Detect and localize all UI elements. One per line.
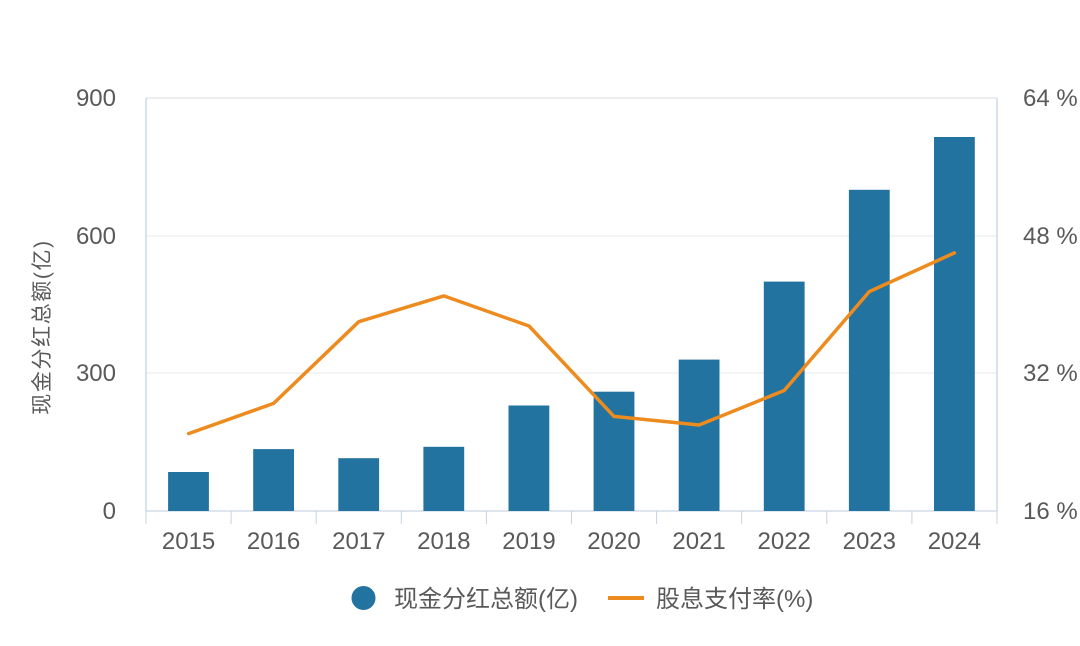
svg-text:现金分红总额(亿): 现金分红总额(亿)	[31, 239, 54, 414]
svg-text:2020: 2020	[587, 528, 640, 555]
svg-text:0: 0	[103, 498, 116, 525]
svg-text:300: 300	[76, 360, 116, 387]
svg-text:2018: 2018	[417, 528, 470, 555]
svg-text:2023: 2023	[843, 528, 896, 555]
svg-text:现金分红总额(亿): 现金分红总额(亿)	[394, 586, 578, 613]
svg-text:32 %: 32 %	[1023, 360, 1078, 387]
svg-text:600: 600	[76, 223, 116, 250]
svg-text:2015: 2015	[162, 528, 215, 555]
svg-text:2019: 2019	[502, 528, 555, 555]
svg-text:64 %: 64 %	[1023, 85, 1078, 112]
svg-text:900: 900	[76, 85, 116, 112]
svg-text:16 %: 16 %	[1023, 498, 1078, 525]
svg-text:2017: 2017	[332, 528, 385, 555]
svg-text:2022: 2022	[758, 528, 811, 555]
svg-text:股息支付率(%): 股息支付率(%)	[656, 586, 813, 613]
svg-text:2016: 2016	[247, 528, 300, 555]
svg-text:48 %: 48 %	[1023, 223, 1078, 250]
svg-text:2024: 2024	[928, 528, 981, 555]
svg-text:2021: 2021	[672, 528, 725, 555]
